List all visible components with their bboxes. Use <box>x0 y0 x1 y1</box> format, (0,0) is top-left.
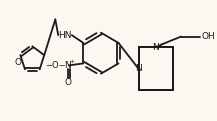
Text: OH: OH <box>201 32 215 41</box>
Text: O: O <box>14 58 21 67</box>
Text: +: + <box>69 59 74 64</box>
Text: −O−: −O− <box>45 61 66 70</box>
Text: HN: HN <box>58 31 72 40</box>
Text: N: N <box>64 61 71 70</box>
Text: N: N <box>153 43 159 52</box>
Text: O: O <box>64 79 71 87</box>
Text: N: N <box>135 64 142 73</box>
